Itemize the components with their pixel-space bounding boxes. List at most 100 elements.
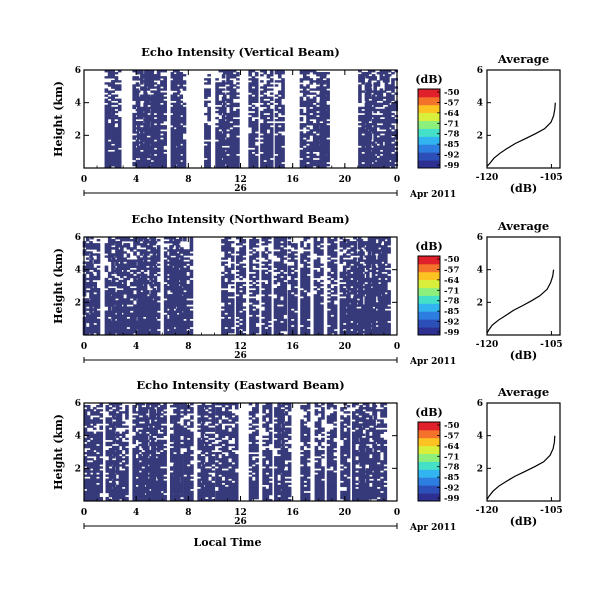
echo-cell <box>137 263 141 266</box>
echo-cell <box>277 90 282 93</box>
echo-cell <box>230 320 235 324</box>
echo-cell <box>90 237 94 240</box>
echo-cell <box>132 86 136 89</box>
echo-cell <box>123 314 127 317</box>
echo-cell <box>263 153 267 157</box>
echo-cell <box>104 110 109 114</box>
echo-cell <box>123 310 127 313</box>
echo-cell <box>176 253 181 256</box>
colorbar-swatch <box>418 114 440 118</box>
echo-cell <box>319 114 324 118</box>
echo-cell <box>299 163 304 167</box>
echo-cell <box>254 139 259 142</box>
echo-cell <box>140 161 144 165</box>
echo-cell <box>277 110 282 114</box>
echo-cell <box>274 94 279 97</box>
echo-cell <box>147 78 151 81</box>
echo-cell <box>132 70 136 73</box>
echo-cell <box>111 112 115 116</box>
echo-cell <box>376 92 381 95</box>
echo-cell <box>254 108 259 112</box>
echo-cell <box>391 98 395 101</box>
echo-cell <box>136 155 141 159</box>
echo-cell <box>163 108 167 112</box>
y-tick-label: 2 <box>75 131 81 141</box>
echo-cell <box>264 241 269 244</box>
echo-cell <box>368 88 373 91</box>
echo-cell <box>283 275 288 279</box>
echo-cell <box>379 90 384 93</box>
echo-cell <box>85 314 90 317</box>
echo-cell <box>111 239 116 242</box>
echo-cell <box>104 326 109 330</box>
echo-cell <box>230 324 235 328</box>
echo-cell <box>179 86 184 89</box>
echo-cell <box>96 326 101 330</box>
echo-cell <box>96 294 101 297</box>
echo-cell <box>114 147 119 150</box>
echo-cell <box>179 80 184 83</box>
echo-cell <box>384 110 389 114</box>
echo-cell <box>306 153 310 157</box>
echo-cell <box>358 94 362 97</box>
echo-cell <box>126 290 131 293</box>
echo-cell <box>227 310 232 313</box>
echo-cell <box>114 135 119 138</box>
echo-cell <box>107 84 112 87</box>
echo-cell <box>163 308 168 311</box>
echo-cell <box>129 249 134 252</box>
echo-cell <box>153 155 158 159</box>
echo-cell <box>140 163 144 167</box>
echo-cell <box>120 251 124 254</box>
echo-cell <box>326 92 330 95</box>
echo-cell <box>160 155 164 159</box>
echo-cell <box>267 308 272 311</box>
echo-cell <box>365 137 369 140</box>
echo-cell <box>111 157 115 161</box>
echo-cell <box>129 332 134 336</box>
echo-cell <box>391 80 395 83</box>
echo-cell <box>283 265 288 268</box>
echo-cell <box>114 143 119 146</box>
echo-cell <box>230 306 235 309</box>
echo-cell <box>280 249 284 252</box>
echo-cell <box>176 249 181 252</box>
echo-cell <box>302 135 307 138</box>
echo-cell <box>274 159 279 163</box>
echo-cell <box>90 298 94 301</box>
echo-cell <box>133 322 137 326</box>
echo-cell <box>252 318 257 322</box>
echo-cell <box>224 261 229 264</box>
echo-cell <box>144 133 148 136</box>
echo-cell <box>170 159 175 163</box>
echo-cell <box>140 123 144 126</box>
echo-cell <box>153 151 158 155</box>
echo-cell <box>287 322 292 326</box>
echo-cell <box>114 163 119 167</box>
echo-cell <box>368 155 373 159</box>
echo-cell <box>252 257 257 260</box>
echo-cell <box>140 88 144 91</box>
echo-cell <box>136 70 141 73</box>
echo-cell <box>150 308 154 311</box>
echo-cell <box>391 131 395 134</box>
echo-cell <box>235 332 240 336</box>
echo-cell <box>167 255 171 258</box>
echo-cell <box>150 151 154 155</box>
echo-cell <box>114 102 119 106</box>
echo-cell <box>309 141 314 144</box>
echo-cell <box>391 137 395 140</box>
echo-cell <box>140 277 145 281</box>
echo-cell <box>104 106 109 110</box>
echo-cell <box>277 161 282 165</box>
echo-cell <box>235 243 240 246</box>
echo-cell <box>376 131 381 134</box>
colorbar-tick-label: -78 <box>444 130 459 140</box>
echo-cell <box>260 92 264 95</box>
echo-cell <box>276 328 281 332</box>
echo-cell <box>254 106 259 110</box>
echo-cell <box>175 294 180 297</box>
echo-cell <box>111 147 115 150</box>
echo-cell <box>144 137 148 140</box>
echo-cell <box>182 165 187 169</box>
